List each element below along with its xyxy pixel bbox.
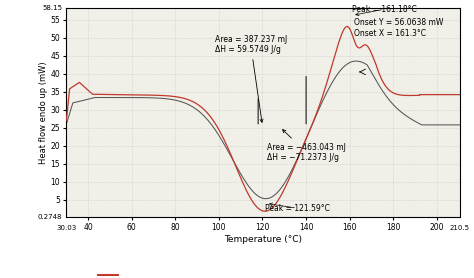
Text: 58.15: 58.15	[43, 5, 63, 11]
Text: Peak = 161.18°C: Peak = 161.18°C	[352, 5, 417, 16]
Text: Area = −463.043 mJ
ΔH = −71.2373 J/g: Area = −463.043 mJ ΔH = −71.2373 J/g	[267, 130, 346, 162]
Text: 30.03: 30.03	[56, 225, 76, 231]
Text: 210.5: 210.5	[450, 225, 470, 231]
X-axis label: Temperature (°C): Temperature (°C)	[224, 235, 302, 244]
Text: Onset Y = 56.0638 mW: Onset Y = 56.0638 mW	[354, 18, 443, 27]
Text: Peak = 121.59°C: Peak = 121.59°C	[264, 203, 329, 213]
Y-axis label: Heat flow endo up (mW): Heat flow endo up (mW)	[38, 61, 47, 164]
Text: Area = 387.237 mJ
ΔH = 59.5749 J/g: Area = 387.237 mJ ΔH = 59.5749 J/g	[215, 35, 287, 122]
Text: 0.2748: 0.2748	[38, 214, 63, 220]
Text: Onset X = 161.3°C: Onset X = 161.3°C	[354, 29, 426, 38]
